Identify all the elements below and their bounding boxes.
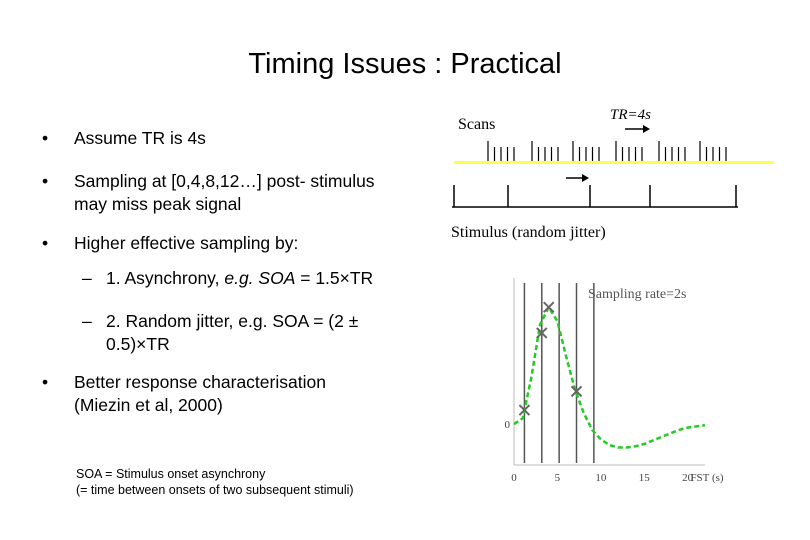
footnote-line1: SOA = Stimulus onset asynchrony bbox=[76, 467, 266, 481]
bullet-text: Higher effective sampling by: bbox=[74, 233, 299, 253]
subbullet-marker: – bbox=[82, 268, 92, 288]
bullet-better-response: • Better response characterisation (Miez… bbox=[42, 371, 442, 417]
tr-arrow bbox=[625, 125, 650, 133]
bullet-sampling: • Sampling at [0,4,8,12…] post- stimulus… bbox=[42, 170, 442, 216]
bullet-marker: • bbox=[42, 372, 49, 392]
y-tick-label: 0 bbox=[505, 419, 511, 431]
chart-annotation: Sampling rate=2s bbox=[588, 287, 687, 302]
subbullet-suffix: = 1.5×TR bbox=[295, 268, 374, 288]
bullet-higher-sampling: • Higher effective sampling by: bbox=[42, 232, 442, 255]
subbullet-prefix: 1. Asynchrony, bbox=[106, 268, 225, 288]
marker-stroke bbox=[518, 404, 531, 416]
subbullet-text: 1. Asynchrony, e.g. SOA = 1.5×TR bbox=[106, 267, 373, 290]
sample-point-marker bbox=[570, 385, 583, 398]
marker-stroke bbox=[570, 385, 583, 398]
bullet-text-line2: (Miezin et al, 2000) bbox=[74, 395, 223, 415]
hrf-curve bbox=[513, 304, 706, 449]
marker-stroke bbox=[536, 327, 548, 339]
bullet-text-line2: may miss peak signal bbox=[74, 194, 242, 214]
subbullet-marker: – bbox=[82, 311, 92, 331]
bullet-marker: • bbox=[42, 233, 49, 253]
bullet-assume-tr: • Assume TR is 4s bbox=[42, 127, 442, 150]
subbullet-text: 2. Random jitter, e.g. SOA = (2 ± bbox=[106, 311, 359, 331]
slide-title: Timing Issues : Practical bbox=[248, 48, 562, 80]
bullet-text: Assume TR is 4s bbox=[74, 128, 206, 148]
subbullet-text-line2: 0.5)×TR bbox=[106, 334, 170, 354]
x-tick-label: 5 bbox=[555, 472, 561, 484]
sample-point-marker bbox=[518, 404, 531, 416]
sample-point-marker bbox=[543, 301, 555, 313]
bullet-marker: • bbox=[42, 171, 49, 191]
bullet-marker: • bbox=[42, 128, 49, 148]
bullet-text: Better response characterisation bbox=[74, 372, 326, 392]
jitter-arrow bbox=[566, 174, 589, 182]
x-axis-label: FST (s) bbox=[690, 472, 723, 484]
subbullet-italic: e.g. SOA bbox=[224, 268, 296, 288]
scan-ticks bbox=[487, 141, 727, 161]
x-tick-label: 10 bbox=[595, 472, 607, 484]
x-tick-label: 20 bbox=[682, 472, 694, 484]
stimulus-label: Stimulus (random jitter) bbox=[451, 224, 606, 241]
scans-highlight-band bbox=[454, 161, 774, 164]
footnote: SOA = Stimulus onset asynchrony (= time … bbox=[76, 466, 354, 498]
subbullet-random-jitter: – 2. Random jitter, e.g. SOA = (2 ± 0.5)… bbox=[82, 310, 462, 356]
footnote-line2: (= time between onsets of two subsequent… bbox=[76, 483, 354, 497]
x-tick-label: 0 bbox=[511, 472, 517, 484]
sample-point-marker bbox=[536, 327, 548, 339]
x-tick-label: 15 bbox=[639, 472, 651, 484]
bullet-text: Sampling at [0,4,8,12…] post- stimulus bbox=[74, 171, 375, 191]
timing-diagram: Scans TR=4s Stimulus (random jitter) bbox=[451, 107, 774, 241]
stimulus-ticks bbox=[453, 185, 737, 207]
tr-label: TR=4s bbox=[610, 107, 651, 123]
subbullet-asynchrony: – 1. Asynchrony, e.g. SOA = 1.5×TR bbox=[82, 267, 462, 290]
marker-stroke bbox=[543, 301, 555, 313]
scans-label: Scans bbox=[458, 116, 495, 133]
